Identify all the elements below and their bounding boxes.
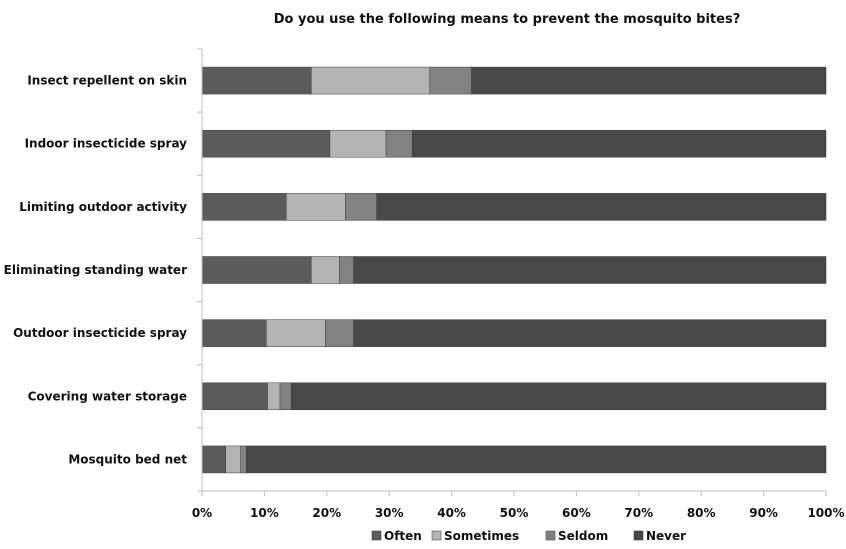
bars-group	[201, 66, 827, 474]
bar-sometimes-covering-water-storage	[267, 382, 281, 411]
bar-never-insect-repellent-on-skin	[471, 66, 827, 95]
bar-never-mosquito-bed-net	[246, 445, 827, 474]
x-tick-label-5: 50%	[500, 506, 529, 520]
x-tick-label-1: 10%	[250, 506, 279, 520]
bar-sometimes-indoor-insecticide-spray	[329, 129, 387, 158]
category-label-covering-water-storage: Covering water storage	[28, 389, 187, 403]
bar-seldom-mosquito-bed-net	[240, 445, 247, 474]
bar-often-insect-repellent-on-skin	[201, 66, 312, 95]
bar-sometimes-outdoor-insecticide-spray	[266, 319, 326, 347]
legend-label-sometimes: Sometimes	[444, 529, 519, 543]
bar-never-eliminating-standing-water	[353, 256, 827, 284]
bar-never-covering-water-storage	[290, 382, 827, 411]
bar-seldom-covering-water-storage	[279, 382, 292, 411]
bar-never-indoor-insecticide-spray	[412, 129, 827, 158]
legend-swatch-sometimes	[431, 530, 442, 541]
chart-title: Do you use the following means to preven…	[274, 12, 741, 27]
x-tick-label-4: 40%	[437, 506, 466, 520]
x-tick-label-2: 20%	[312, 506, 341, 520]
category-label-limiting-outdoor-activity: Limiting outdoor activity	[19, 200, 187, 214]
x-axis: 0% 10% 20% 30% 40% 50% 60% 70% 80% 90% 100%	[192, 490, 845, 520]
category-label-outdoor-insecticide-spray: Outdoor insecticide spray	[13, 326, 187, 340]
category-label-mosquito-bed-net: Mosquito bed net	[68, 452, 187, 466]
bar-seldom-limiting-outdoor-activity	[345, 193, 377, 221]
legend: Often Sometimes Seldom Never	[371, 529, 686, 543]
legend-swatch-often	[371, 530, 382, 541]
bar-often-covering-water-storage	[201, 382, 268, 411]
x-tick-label-7: 70%	[624, 506, 653, 520]
bar-often-limiting-outdoor-activity	[201, 193, 287, 221]
bar-often-indoor-insecticide-spray	[201, 129, 331, 158]
legend-label-often: Often	[384, 529, 422, 543]
bar-sometimes-insect-repellent-on-skin	[310, 66, 431, 95]
legend-swatch-seldom	[545, 530, 556, 541]
bar-seldom-eliminating-standing-water	[339, 256, 354, 284]
bar-often-mosquito-bed-net	[201, 445, 226, 474]
x-tick-label-9: 90%	[749, 506, 778, 520]
bar-sometimes-mosquito-bed-net	[225, 445, 241, 474]
bar-often-outdoor-insecticide-spray	[201, 319, 267, 347]
bar-sometimes-limiting-outdoor-activity	[285, 193, 346, 221]
x-tick-label-8: 80%	[687, 506, 716, 520]
legend-swatch-never	[633, 530, 644, 541]
x-tick-label-0: 0%	[192, 506, 212, 520]
bar-often-eliminating-standing-water	[201, 256, 312, 284]
bar-seldom-insect-repellent-on-skin	[429, 66, 472, 95]
category-label-eliminating-standing-water: Eliminating standing water	[4, 263, 187, 277]
x-tick-label-6: 60%	[562, 506, 591, 520]
x-tick-label-10: 100%	[807, 506, 844, 520]
legend-label-seldom: Seldom	[558, 529, 608, 543]
y-axis: Insect repellent on skin Indoor insectici…	[4, 48, 203, 492]
bar-seldom-outdoor-insecticide-spray	[325, 319, 354, 347]
bar-seldom-indoor-insecticide-spray	[385, 129, 413, 158]
legend-label-never: Never	[646, 529, 686, 543]
category-label-indoor-insecticide-spray: Indoor insecticide spray	[25, 137, 188, 151]
bar-sometimes-eliminating-standing-water	[310, 256, 340, 284]
bar-never-limiting-outdoor-activity	[376, 193, 827, 221]
category-label-insect-repellent-on-skin: Insect repellent on skin	[27, 74, 187, 88]
bar-never-outdoor-insecticide-spray	[353, 319, 827, 347]
x-tick-label-3: 30%	[375, 506, 404, 520]
